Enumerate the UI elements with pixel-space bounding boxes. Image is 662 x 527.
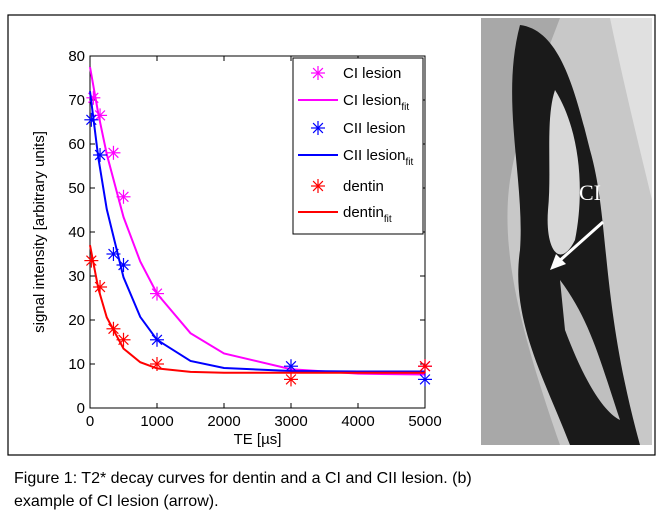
y-tick-label: 20	[68, 312, 85, 329]
marker-stroke	[285, 374, 297, 385]
legend-subscript: fit	[406, 157, 414, 168]
x-tick-label: 1000	[140, 413, 173, 430]
legend-label: CII lesionfit	[343, 147, 414, 168]
marker-stroke	[94, 149, 106, 161]
legend-label: dentinfit	[343, 204, 392, 225]
figure: CI 0 10 20 30 40 50 60 70 80 0 1000 2000 3000 4000 500…	[7, 14, 656, 456]
legend-name: dentin	[343, 178, 384, 195]
fit-line	[89, 91, 425, 373]
x-tick-label: 3000	[274, 413, 307, 430]
y-tick-label: 10	[68, 356, 85, 373]
y-tick-label: 60	[68, 136, 85, 153]
marker-stroke	[86, 255, 97, 266]
marker-stroke	[312, 67, 324, 79]
legend-subscript: fit	[401, 102, 409, 113]
data-point	[284, 372, 298, 387]
legend-label: CII lesion	[343, 120, 406, 137]
legend-name: CII lesion	[343, 147, 406, 164]
y-tick-label: 80	[68, 48, 85, 65]
legend-marker	[311, 179, 325, 193]
legend-label: CI lesionfit	[343, 92, 409, 113]
marker-stroke	[312, 122, 324, 134]
y-tick-label: 50	[68, 180, 85, 197]
marker-stroke	[118, 191, 129, 203]
mri-image: CI	[481, 18, 652, 445]
legend-name: CI lesion	[343, 92, 401, 109]
data-point	[418, 359, 432, 374]
y-axis-label: signal intensity [arbitrary units]	[31, 131, 48, 333]
x-axis-label: TE [µs]	[234, 431, 282, 448]
x-tick-label: 5000	[408, 413, 441, 430]
legend-subscript: fit	[384, 214, 392, 225]
legend-marker	[311, 121, 325, 135]
marker-stroke	[419, 360, 431, 372]
data-point	[418, 372, 432, 387]
x-tick-label: 4000	[341, 413, 374, 430]
legend-name: CII lesion	[343, 120, 406, 137]
data-point	[106, 145, 121, 160]
marker-stroke	[312, 180, 324, 192]
marker-stroke	[285, 360, 297, 372]
legend-label: dentin	[343, 178, 384, 195]
x-tick-label: 0	[86, 413, 94, 430]
legend-label: CI lesion	[343, 65, 401, 82]
marker-stroke	[108, 147, 119, 159]
caption-line: Figure 1: T2* decay curves for dentin an…	[14, 470, 472, 487]
image-label: CI	[579, 180, 601, 205]
legend-name: CI lesion	[343, 65, 401, 82]
fit-line	[89, 245, 425, 374]
x-tick-label: 2000	[207, 413, 240, 430]
marker-stroke	[86, 114, 97, 126]
legend-marker	[311, 66, 325, 80]
figure-border	[7, 14, 656, 456]
legend-box	[292, 57, 424, 235]
y-tick-label: 40	[68, 224, 85, 241]
marker-stroke	[118, 259, 129, 271]
marker-stroke	[94, 281, 106, 293]
y-tick-label: 0	[77, 400, 85, 417]
legend-name: dentin	[343, 204, 384, 221]
marker-stroke	[88, 92, 99, 104]
y-tick-label: 30	[68, 268, 85, 285]
caption-line: example of CI lesion (arrow).	[14, 493, 219, 510]
marker-stroke	[94, 110, 106, 121]
y-tick-label: 70	[68, 92, 85, 109]
marker-stroke	[419, 374, 431, 385]
